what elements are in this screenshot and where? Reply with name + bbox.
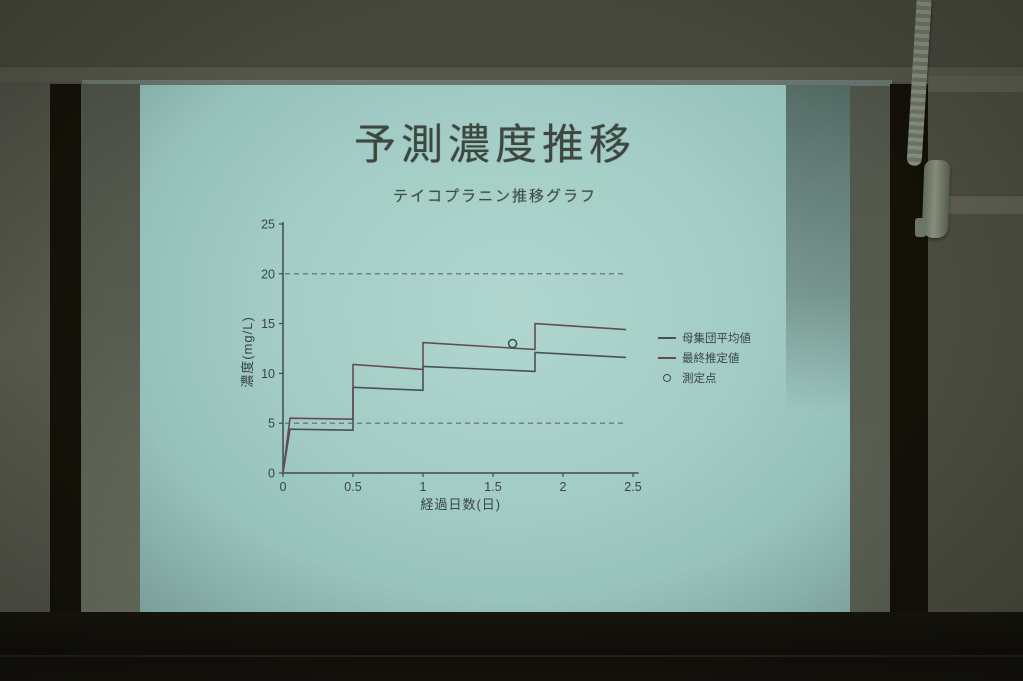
screen-margin-right (850, 86, 892, 612)
y-axis-label: 濃度(mg/L) (240, 316, 255, 388)
legend-item-population-mean: 母集団平均値 (658, 331, 808, 345)
slide-subtitle: テイコプラニン推移グラフ (392, 188, 597, 205)
legend-item-final-estimate: 最終推定値 (658, 351, 808, 365)
x-tick-label: 1.5 (484, 480, 501, 494)
concentration-chart: 0 5 10 15 20 25 0 0.5 1 1.5 2 2.5 経過日数(日) 濃度(mg/L) (180, 205, 780, 540)
x-tick-label: 1 (420, 480, 427, 494)
series-line-0 (282, 351, 627, 474)
series-line-1 (282, 322, 627, 474)
legend-line-swatch (658, 336, 676, 339)
wall-top-band (0, 66, 1023, 82)
legend-line-swatch (658, 356, 676, 359)
screen-margin-left (81, 84, 140, 620)
legend-item-label: 測定点 (682, 372, 717, 385)
screen-top-edge (82, 80, 892, 86)
legend-circle-swatch (658, 373, 676, 382)
measured-point-marker (507, 338, 518, 349)
wall-top (0, 0, 1023, 66)
y-tick-label: 25 (261, 218, 275, 232)
y-tick-label: 15 (261, 317, 275, 331)
projector-slide: 予測濃度推移 テイコプラニン推移グラフ 0 5 10 15 20 25 0 0.5 1 1.5 2 2… (140, 85, 850, 614)
bottom-frame-line (0, 655, 1023, 657)
y-tick-label: 20 (261, 267, 275, 281)
legend-item-label: 最終推定値 (682, 352, 740, 365)
x-tick-label: 2 (560, 480, 567, 494)
screen-frame-left-bar (50, 84, 81, 662)
wall-right-trim (926, 76, 1023, 92)
chart-axes (282, 222, 639, 474)
wall-left (0, 82, 50, 657)
chart-canvas: 0 5 10 15 20 25 0 0.5 1 1.5 2 2.5 経過日数(日) 濃度(mg/L) (240, 218, 642, 513)
x-tick-label: 2.5 (624, 480, 641, 494)
screen-frame-right-bar (890, 84, 928, 620)
y-tick-label: 0 (268, 467, 275, 481)
slide-title: 予測濃度推移 (353, 121, 636, 168)
screen-bottom-frame (0, 612, 1023, 681)
legend-item-measured-point: 測定点 (658, 371, 808, 385)
x-axis-label: 経過日数(日) (420, 497, 501, 512)
x-tick-label: 0 (280, 480, 287, 494)
y-tick-label: 10 (261, 367, 275, 381)
chart-legend: 母集団平均値 最終推定値 測定点 (658, 331, 808, 385)
legend-item-label: 母集団平均値 (682, 332, 751, 345)
wall-right-trim-lower (926, 196, 1023, 214)
slide-corner-shadow (786, 85, 850, 614)
x-tick-label: 0.5 (344, 480, 361, 494)
y-tick-label: 5 (268, 417, 275, 431)
cord-handle-notch (915, 218, 926, 237)
